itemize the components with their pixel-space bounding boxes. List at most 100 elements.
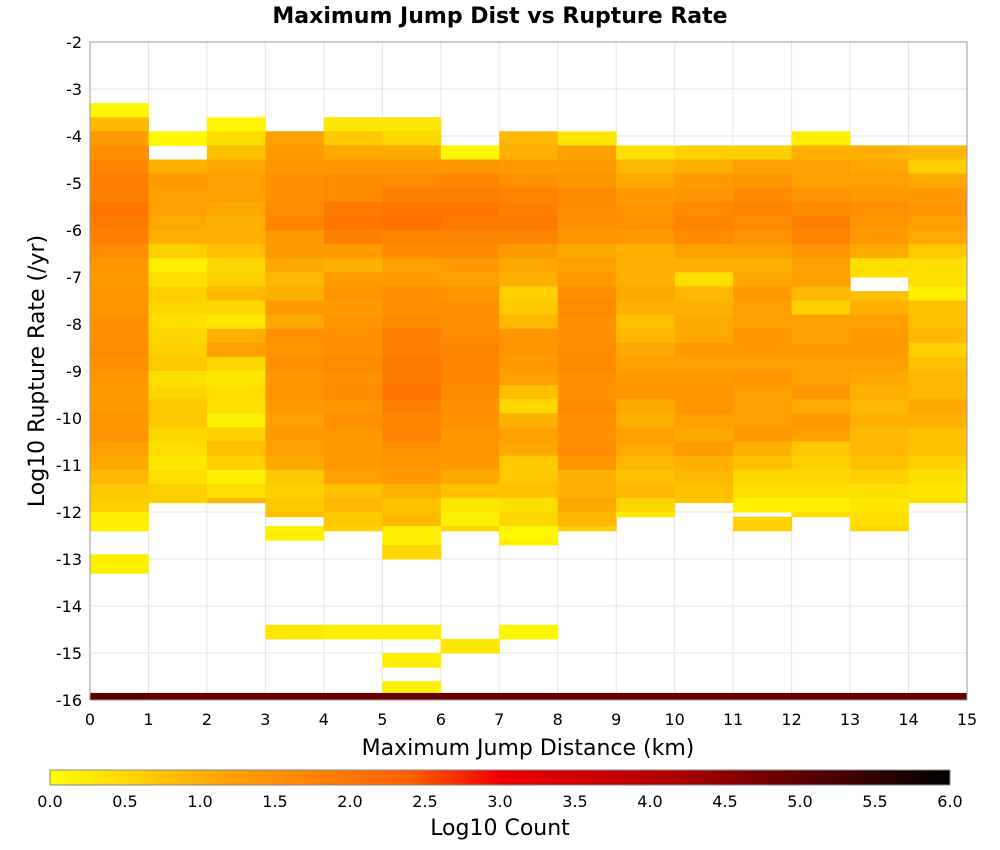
heatmap-cell [265,342,325,358]
x-tick-label: 14 [898,710,918,729]
heatmap-cell [206,159,266,175]
heatmap-cell [323,526,383,532]
heatmap-cell [908,258,968,273]
heatmap-cell [90,356,149,372]
heatmap-cell [382,385,442,400]
heatmap-cell [90,385,149,400]
heatmap-cell [382,300,442,316]
heatmap-cell [791,300,851,316]
heatmap-cell [733,692,793,700]
heatmap-cell [791,286,851,301]
heatmap-cell [908,356,968,372]
heatmap-cell [499,272,559,287]
heatmap-cell [323,230,383,245]
heatmap-cell [908,692,968,700]
heatmap-cell [323,300,383,316]
heatmap-cell [265,497,325,513]
y-tick-label: -15 [56,644,82,663]
heatmap-cells [90,103,968,700]
heatmap-cell [616,230,676,245]
heatmap-cell [850,187,910,203]
heatmap-cell [382,512,442,527]
heatmap-cell [148,187,208,203]
heatmap-cell [382,497,442,513]
heatmap-cell [850,145,910,160]
heatmap-cell [908,159,968,175]
heatmap-cell [791,272,851,287]
heatmap-cell [499,131,559,146]
heatmap-cell [206,469,266,485]
heatmap-cell [382,441,442,457]
colorbar-label: Log10 Count [430,816,570,841]
heatmap-cell [206,342,266,358]
heatmap-cell [148,356,208,372]
y-axis-label: Log10 Rupture Rate (/yr) [25,235,50,507]
heatmap-cell [90,512,149,527]
heatmap-cell [440,385,500,400]
x-tick-label: 15 [957,710,977,729]
heatmap-cell [265,230,325,245]
heatmap-cell [148,692,208,700]
heatmap-cell [850,159,910,175]
colorbar-tick-label: 1.0 [187,792,212,811]
heatmap-cell [674,455,734,471]
heatmap-cell [908,244,968,259]
y-tick-label: -3 [66,80,82,99]
heatmap-cell [616,692,676,700]
heatmap-cell [616,145,676,160]
heatmap-cell [382,399,442,414]
heatmap-cell [265,469,325,485]
heatmap-cell [557,413,617,428]
heatmap-cell [90,159,149,175]
heatmap-cell [733,385,793,400]
heatmap-cell [674,427,734,442]
heatmap-cell [850,314,910,330]
heatmap-cell [850,201,910,217]
heatmap-cell [382,244,442,259]
heatmap-cell [557,483,617,499]
heatmap-cell [557,145,617,160]
heatmap-cell [382,272,442,287]
x-tick-label: 5 [377,710,387,729]
heatmap-cell [265,215,325,231]
heatmap-cell [850,483,910,499]
heatmap-cell [850,291,910,301]
heatmap-cell [382,371,442,386]
heatmap-cell [148,497,208,504]
heatmap-cell [382,131,442,146]
colorbar [49,769,951,786]
heatmap-cell [791,385,851,400]
heatmap-cell [908,455,968,471]
heatmap-cell [382,681,442,696]
heatmap-cell [733,497,793,513]
heatmap-cell [616,441,676,457]
heatmap-cell [850,399,910,414]
heatmap-cell [382,356,442,372]
heatmap-cell [674,314,734,330]
heatmap-cell [206,399,266,414]
heatmap-cell [265,483,325,499]
heatmap-cell [674,201,734,217]
heatmap-cell [499,371,559,386]
heatmap-cell [557,469,617,485]
heatmap-cell [674,159,734,175]
heatmap-cell [206,215,266,231]
heatmap-cell [323,455,383,471]
heatmap-cell [908,173,968,189]
heatmap-cell [674,371,734,386]
heatmap-cell [791,441,851,457]
heatmap-cell [440,399,500,414]
heatmap-cell [674,286,734,301]
heatmap-cell [616,356,676,372]
heatmap-cell [148,328,208,344]
heatmap-cell [908,385,968,400]
heatmap-cell [557,371,617,386]
heatmap-cell [440,497,500,513]
heatmap-cell [850,512,910,527]
heatmap-cell [265,328,325,344]
heatmap-cell [206,244,266,259]
heatmap-cell [791,173,851,189]
heatmap-cell [206,427,266,442]
heatmap-cell [265,399,325,414]
